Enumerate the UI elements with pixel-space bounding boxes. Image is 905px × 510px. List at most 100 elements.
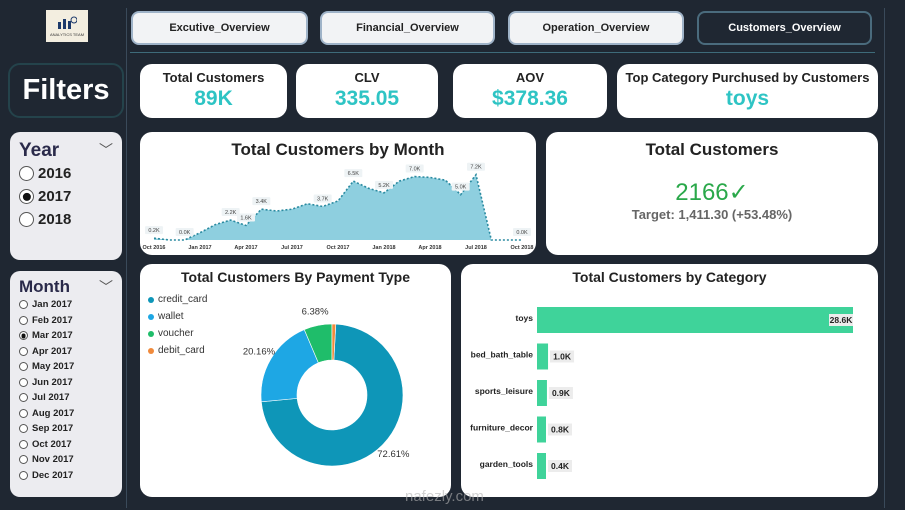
legend-item[interactable]: credit_card — [148, 291, 207, 308]
kpi-value: 335.05 — [334, 87, 400, 110]
radio-button[interactable] — [19, 362, 28, 372]
svg-text:5.0K: 5.0K — [455, 185, 467, 191]
bar[interactable] — [537, 416, 546, 443]
bar-label-bg — [550, 350, 575, 363]
target-text: Target: 1,411.30 (+53.48%) — [631, 207, 793, 222]
radio-button[interactable] — [19, 470, 28, 480]
donut-chart: 72.61% 20.16% 6.38% — [243, 307, 410, 467]
month-option[interactable]: Jul 2017 — [19, 390, 113, 406]
legend-dot — [148, 313, 154, 320]
donut-slice-debit-card[interactable] — [331, 323, 337, 361]
radio-button[interactable] — [19, 300, 28, 310]
radio-button[interactable] — [19, 393, 28, 403]
radio-button[interactable] — [19, 424, 28, 434]
radio-button[interactable] — [19, 212, 34, 227]
x-tick-label: Jan 2018 — [372, 245, 395, 251]
legend-item[interactable]: debit_card — [148, 342, 207, 359]
total-customers-by-month-card: Total Customers by Month 0.2K 0.0K 2.2K 1.6… — [140, 132, 536, 255]
month-option[interactable]: Dec 2017 — [19, 468, 113, 484]
month-label: Sep 2017 — [32, 423, 74, 435]
year-option[interactable]: 2017 — [19, 188, 113, 205]
chart-title: Total Customers By Payment Type — [181, 269, 410, 285]
radio-button[interactable] — [19, 439, 28, 449]
bar[interactable] — [537, 453, 546, 479]
svg-text:0.2K: 0.2K — [148, 228, 160, 234]
svg-text:6.5K: 6.5K — [348, 171, 360, 177]
month-label: Mar 2017 — [32, 330, 73, 342]
logo-chart-icon — [58, 16, 77, 29]
year-option[interactable]: 2018 — [19, 211, 113, 228]
radio-button[interactable] — [19, 346, 28, 356]
bar-label-bg — [548, 423, 572, 436]
data-label: 5.0K — [451, 182, 470, 191]
tab-excutive-overview[interactable]: Excutive_Overview — [131, 11, 308, 45]
data-label: 2.2K — [221, 208, 240, 217]
svg-text:2.2K: 2.2K — [225, 210, 237, 216]
month-option[interactable]: Nov 2017 — [19, 452, 113, 468]
radio-button[interactable] — [19, 377, 28, 387]
tab-financial-overview[interactable]: Financial_Overview — [320, 11, 495, 45]
month-option[interactable]: Jun 2017 — [19, 375, 113, 391]
svg-text:7.0K: 7.0K — [409, 167, 421, 173]
category-label: sports_leisure — [475, 386, 533, 396]
bar[interactable] — [537, 343, 549, 370]
legend-dot — [148, 296, 154, 303]
bar-value-label: 0.4K — [551, 461, 570, 471]
year-label: 2016 — [38, 165, 72, 182]
month-option[interactable]: Apr 2017 — [19, 344, 113, 360]
donut-slice-credit-card[interactable] — [261, 323, 404, 467]
bar-chart: toys 28.6K bed_bath_table 1.0K sports_leisur… — [470, 307, 853, 479]
legend-item[interactable]: voucher — [148, 325, 207, 342]
category-label: bed_bath_table — [471, 350, 534, 360]
svg-text:0.0K: 0.0K — [179, 230, 191, 236]
bar-value-label: 0.8K — [551, 425, 570, 435]
slice-label: 72.61% — [377, 449, 410, 460]
bar-value-label: 1.0K — [553, 352, 572, 362]
divider — [126, 8, 127, 508]
month-label: Feb 2017 — [32, 314, 73, 326]
radio-button[interactable] — [19, 331, 28, 341]
kpi-value: toys — [725, 87, 770, 110]
month-option[interactable]: Aug 2017 — [19, 406, 113, 422]
month-option[interactable]: Mar 2017 — [19, 328, 113, 344]
kpi-card: Total Customers 89K — [140, 64, 287, 118]
month-option[interactable]: Oct 2017 — [19, 437, 113, 453]
kpi-card: CLV 335.05 — [296, 64, 438, 118]
bar[interactable] — [537, 307, 853, 333]
month-label: Apr 2017 — [32, 345, 73, 357]
radio-button[interactable] — [19, 408, 28, 418]
year-option[interactable]: 2016 — [19, 165, 113, 182]
year-label: 2018 — [38, 211, 72, 228]
kpi-title: CLV — [354, 70, 380, 85]
month-option[interactable]: Sep 2017 — [19, 421, 113, 437]
svg-text:3.7K: 3.7K — [317, 196, 329, 202]
month-option[interactable]: May 2017 — [19, 359, 113, 375]
bar-value-label: 0.9K — [552, 388, 571, 398]
radio-button[interactable] — [19, 189, 34, 204]
tab-customers-overview[interactable]: Customers_Overview — [697, 11, 872, 45]
logo-text: ANALYTICS TEAM — [49, 32, 85, 37]
month-label: Jan 2017 — [32, 299, 73, 311]
svg-text:0.0K: 0.0K — [516, 230, 528, 236]
category-card: Total Customers by Category toys 28.6K bed… — [461, 264, 878, 497]
tab-operation-overview[interactable]: Operation_Overview — [508, 11, 684, 45]
data-label: 7.0K — [405, 164, 424, 173]
data-label: 0.0K — [175, 228, 194, 236]
chevron-down-icon[interactable]: ﹀ — [99, 142, 113, 158]
radio-button[interactable] — [19, 166, 34, 181]
legend-label: credit_card — [158, 294, 208, 305]
category-label: toys — [516, 313, 534, 323]
data-label: 5.2K — [375, 180, 393, 189]
month-slicer: Month ﹀ Jan 2017 Feb 2017 Mar 2017 Apr 2017 M… — [10, 271, 122, 497]
radio-button[interactable] — [19, 455, 28, 465]
svg-text:3.4K: 3.4K — [256, 199, 268, 205]
radio-button[interactable] — [19, 315, 28, 325]
chevron-down-icon[interactable]: ﹀ — [99, 279, 113, 295]
legend-item[interactable]: wallet — [148, 308, 207, 325]
month-option[interactable]: Jan 2017 — [19, 297, 113, 313]
bar[interactable] — [537, 380, 547, 406]
year-slicer: Year ﹀ 2016 2017 2018 — [10, 132, 122, 260]
payment-type-card: Total Customers By Payment Type credit_c… — [140, 264, 451, 497]
month-option[interactable]: Feb 2017 — [19, 313, 113, 329]
legend-dot — [148, 347, 154, 354]
